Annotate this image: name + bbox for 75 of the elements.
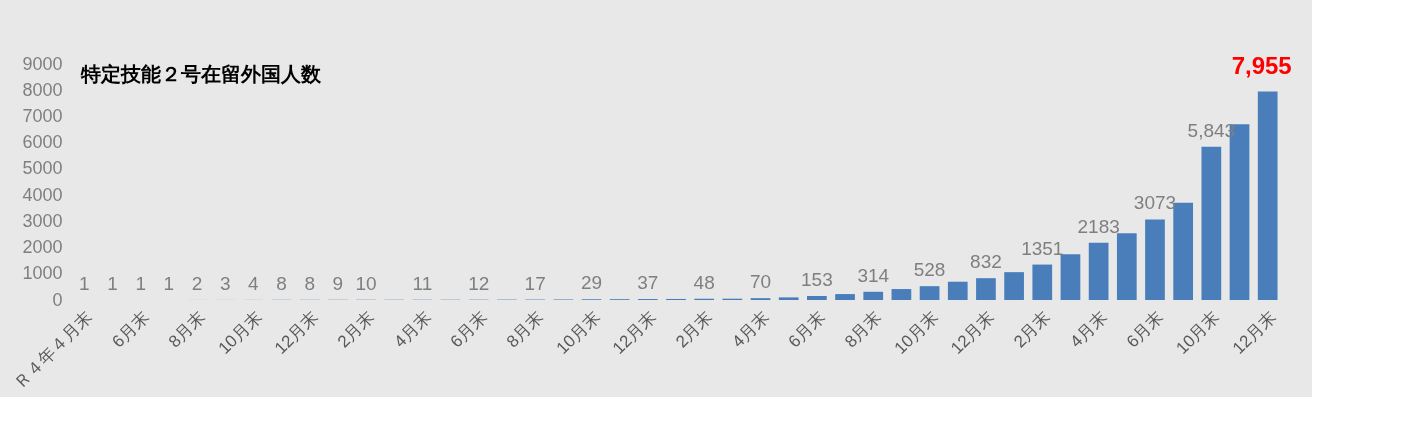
bar bbox=[778, 297, 799, 300]
x-tick-label: 6月末 bbox=[784, 307, 829, 352]
text: 37 bbox=[637, 272, 659, 294]
y-tick-label: 3000 bbox=[22, 210, 63, 231]
y-tick-label: 0 bbox=[52, 289, 63, 310]
x-tick-label: 10月末 bbox=[890, 307, 942, 358]
bar bbox=[1060, 254, 1081, 300]
x-tick-label: 10月末 bbox=[214, 307, 266, 358]
y-tick-label: 5000 bbox=[22, 158, 63, 179]
text: 8 bbox=[304, 272, 316, 294]
y-tick-label: 8000 bbox=[22, 79, 63, 100]
y-tick-label: 9000 bbox=[22, 53, 63, 74]
bar bbox=[976, 278, 996, 300]
bar bbox=[1257, 91, 1278, 300]
x-tick-label: 12月末 bbox=[270, 307, 322, 358]
bar bbox=[1201, 146, 1222, 300]
y-tick-label: 7000 bbox=[22, 105, 63, 126]
text: 8 bbox=[276, 272, 287, 294]
text: 1 bbox=[163, 272, 175, 294]
y-tick-label: 4000 bbox=[22, 184, 63, 205]
x-tick-label: 8月末 bbox=[841, 307, 886, 352]
y-tick-label: 2000 bbox=[22, 237, 63, 258]
text: 1351 bbox=[1021, 237, 1064, 259]
bar bbox=[891, 289, 912, 300]
chart-title: 特定技能２号在留外国人数 bbox=[79, 63, 322, 85]
bar bbox=[807, 295, 827, 300]
text: 832 bbox=[970, 251, 1002, 273]
x-tick-label: 6月末 bbox=[1122, 307, 1167, 352]
text: 1 bbox=[107, 272, 118, 294]
text: 4 bbox=[248, 272, 259, 294]
bar bbox=[919, 286, 940, 300]
x-tick-label: 6月末 bbox=[108, 307, 153, 352]
bar bbox=[1116, 233, 1137, 300]
text: 1 bbox=[79, 272, 90, 294]
text: 17 bbox=[524, 272, 546, 294]
text: 9 bbox=[332, 272, 344, 294]
bar bbox=[1088, 242, 1109, 300]
x-tick-label: 6月末 bbox=[446, 307, 491, 352]
text: 3073 bbox=[1133, 192, 1177, 214]
x-tick-label: Ｒ４年４月末 bbox=[10, 307, 97, 393]
bar bbox=[1004, 272, 1024, 300]
x-tick-label: 2月末 bbox=[333, 307, 379, 352]
x-tick-label: 8月末 bbox=[164, 307, 210, 352]
x-tick-label: 12月末 bbox=[1228, 307, 1280, 358]
bar bbox=[1032, 264, 1053, 300]
text: 3 bbox=[219, 272, 231, 294]
text: 314 bbox=[857, 264, 890, 286]
text: 29 bbox=[580, 272, 603, 294]
y-tick-label: 6000 bbox=[22, 132, 63, 153]
text: 2 bbox=[191, 272, 203, 294]
x-tick-label: 4月末 bbox=[728, 307, 773, 352]
bar bbox=[947, 281, 968, 300]
x-tick-label: 10月末 bbox=[552, 307, 604, 358]
x-tick-label: 4月末 bbox=[1066, 307, 1111, 352]
x-tick-label: 8月末 bbox=[502, 307, 548, 352]
text: 2183 bbox=[1077, 215, 1120, 237]
x-tick-label: 2月末 bbox=[672, 307, 717, 352]
bar bbox=[863, 291, 884, 300]
x-tick-label: 2月末 bbox=[1010, 307, 1055, 352]
x-tick-label: 10月末 bbox=[1172, 307, 1224, 358]
text: 48 bbox=[693, 271, 715, 293]
x-tick-label: 12月末 bbox=[608, 307, 660, 358]
bar bbox=[835, 294, 855, 300]
text: 153 bbox=[801, 268, 833, 290]
x-tick-label: 4月末 bbox=[390, 307, 435, 352]
text: 528 bbox=[913, 259, 946, 281]
text: 10 bbox=[355, 272, 377, 294]
text: 12 bbox=[468, 272, 490, 294]
x-tick-label: 12月末 bbox=[947, 307, 998, 358]
text: 1 bbox=[135, 272, 146, 294]
text: 7,955 bbox=[1231, 52, 1292, 80]
text: 70 bbox=[749, 271, 772, 293]
text: 11 bbox=[412, 272, 433, 294]
bar bbox=[1145, 219, 1165, 300]
y-tick-label: 1000 bbox=[22, 263, 63, 284]
